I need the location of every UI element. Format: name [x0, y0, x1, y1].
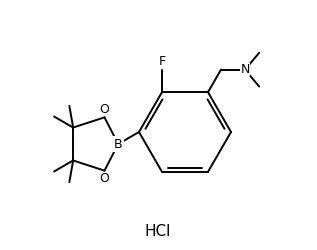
Text: O: O — [100, 172, 109, 185]
Text: F: F — [158, 55, 165, 68]
Text: HCl: HCl — [145, 224, 171, 240]
Text: O: O — [100, 103, 109, 116]
Text: N: N — [240, 63, 250, 76]
Text: B: B — [114, 138, 123, 150]
